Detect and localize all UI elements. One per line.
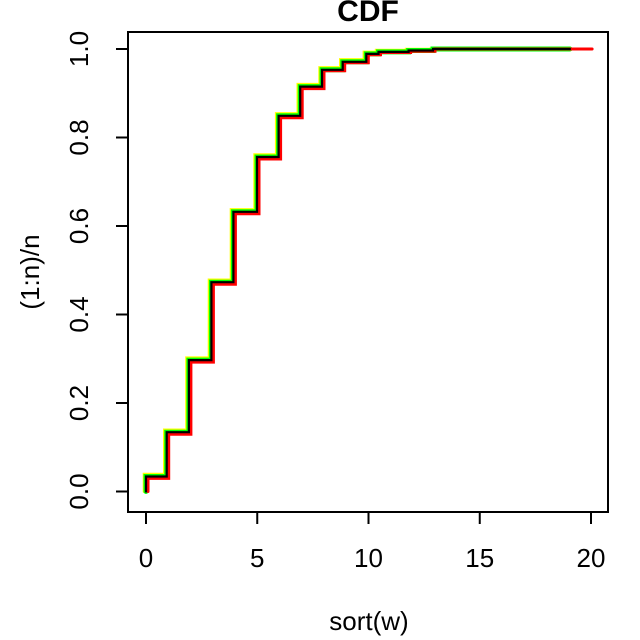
x-tick-label: 20 — [577, 543, 606, 573]
series-yellow-cdf-line — [142, 47, 571, 493]
x-tick-label: 0 — [139, 543, 153, 573]
y-axis-ticks: 0.0 0.2 0.4 0.6 0.8 1.0 — [64, 31, 127, 510]
x-axis-label: sort(w) — [329, 606, 409, 636]
series-black-cdf-line — [144, 47, 571, 493]
y-tick-label: 0.0 — [64, 473, 94, 509]
chart-title: CDF — [337, 0, 399, 28]
series-green-cdf-line — [143, 46, 573, 494]
y-tick-label: 0.8 — [64, 119, 94, 155]
y-axis-label: (1:n)/n — [15, 234, 45, 310]
y-tick-label: 0.6 — [64, 208, 94, 244]
x-tick-label: 15 — [465, 543, 494, 573]
series-red-cdf-line — [146, 47, 594, 493]
x-tick-label: 10 — [354, 543, 383, 573]
y-tick-label: 0.4 — [64, 296, 94, 332]
plot-border — [127, 31, 609, 513]
x-axis-ticks: 0 5 10 15 20 — [139, 513, 606, 573]
cdf-step-curves — [142, 46, 594, 494]
y-tick-label: 0.2 — [64, 385, 94, 421]
y-tick-label: 1.0 — [64, 31, 94, 67]
x-tick-label: 5 — [250, 543, 264, 573]
